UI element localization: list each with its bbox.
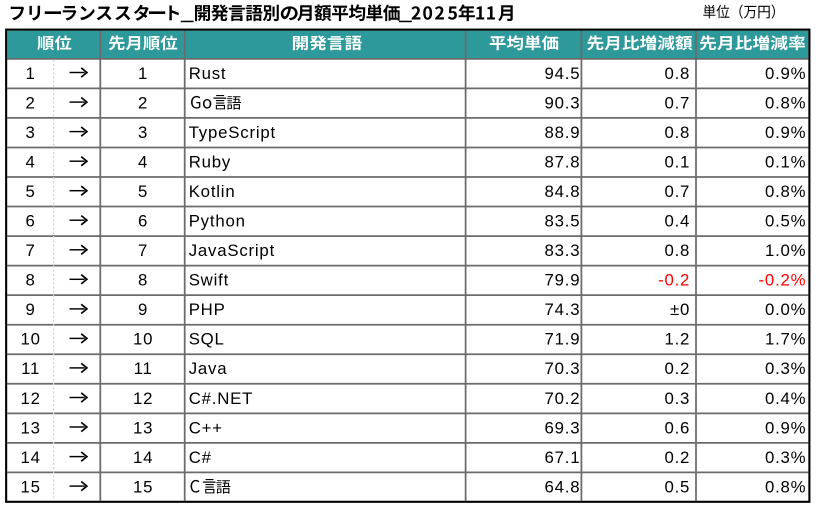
svg-text:79.9: 79.9 [545, 271, 581, 290]
svg-text:15: 15 [133, 477, 153, 496]
svg-text:1: 1 [138, 64, 148, 83]
svg-text:C#.NET: C#.NET [189, 389, 253, 408]
svg-text:0.9%: 0.9% [765, 123, 806, 142]
svg-text:0.9%: 0.9% [765, 418, 806, 437]
svg-text:1.2: 1.2 [664, 330, 690, 349]
svg-text:±0: ±0 [670, 300, 690, 319]
svg-text:Python: Python [189, 212, 246, 231]
svg-text:Kotlin: Kotlin [189, 182, 236, 201]
svg-text:PHP: PHP [189, 300, 226, 319]
svg-text:12: 12 [133, 389, 153, 408]
svg-text:3: 3 [138, 123, 148, 142]
svg-text:0.1%: 0.1% [765, 153, 806, 172]
svg-text:69.3: 69.3 [545, 418, 581, 437]
svg-text:70.3: 70.3 [545, 359, 581, 378]
svg-text:10: 10 [133, 330, 153, 349]
svg-text:64.8: 64.8 [545, 477, 581, 496]
svg-text:C#: C# [189, 448, 212, 467]
svg-text:8: 8 [138, 271, 148, 290]
svg-text:SQL: SQL [189, 330, 225, 349]
svg-text:70.2: 70.2 [545, 389, 581, 408]
svg-text:0.5%: 0.5% [765, 212, 806, 231]
svg-text:0.5: 0.5 [664, 477, 690, 496]
svg-text:11: 11 [134, 359, 153, 378]
svg-text:1: 1 [26, 64, 36, 83]
svg-text:0.8%: 0.8% [765, 182, 806, 201]
svg-text:0.1: 0.1 [664, 153, 690, 172]
svg-text:0.8: 0.8 [664, 123, 690, 142]
svg-text:TypeScript: TypeScript [189, 123, 276, 142]
svg-text:74.3: 74.3 [545, 300, 581, 319]
svg-text:12: 12 [20, 389, 40, 408]
svg-text:0.8%: 0.8% [765, 477, 806, 496]
svg-text:6: 6 [138, 212, 148, 231]
svg-text:8: 8 [26, 271, 36, 290]
svg-text:7: 7 [138, 241, 148, 260]
svg-text:-0.2%: -0.2% [759, 271, 807, 290]
svg-text:0.7: 0.7 [664, 182, 690, 201]
svg-text:6: 6 [26, 212, 36, 231]
svg-text:0.6: 0.6 [664, 418, 690, 437]
svg-text:0.9%: 0.9% [765, 64, 806, 83]
svg-text:13: 13 [20, 418, 40, 437]
svg-text:94.5: 94.5 [545, 64, 581, 83]
svg-text:67.1: 67.1 [545, 448, 581, 467]
svg-text:90.3: 90.3 [545, 93, 581, 112]
svg-text:14: 14 [133, 448, 153, 467]
svg-text:Rust: Rust [189, 64, 227, 83]
svg-text:0.3: 0.3 [664, 389, 690, 408]
svg-text:0.0%: 0.0% [765, 300, 806, 319]
svg-text:-0.2: -0.2 [658, 271, 690, 290]
svg-text:Java: Java [189, 359, 228, 378]
svg-text:JavaScript: JavaScript [189, 241, 275, 260]
svg-text:5: 5 [138, 182, 148, 201]
svg-text:9: 9 [138, 300, 148, 319]
svg-text:Ruby: Ruby [189, 153, 231, 172]
svg-text:0.8%: 0.8% [765, 93, 806, 112]
svg-text:0.3%: 0.3% [765, 359, 806, 378]
svg-text:0.2: 0.2 [664, 359, 690, 378]
svg-text:84.8: 84.8 [545, 182, 581, 201]
svg-text:9: 9 [26, 300, 36, 319]
svg-text:15: 15 [20, 477, 40, 496]
svg-text:0.4: 0.4 [664, 212, 690, 231]
svg-text:14: 14 [20, 448, 40, 467]
svg-text:13: 13 [133, 418, 153, 437]
svg-text:88.9: 88.9 [545, 123, 581, 142]
svg-text:C++: C++ [189, 418, 223, 437]
svg-text:0.3%: 0.3% [765, 448, 806, 467]
svg-text:87.8: 87.8 [545, 153, 581, 172]
svg-text:83.3: 83.3 [545, 241, 581, 260]
svg-text:0.2: 0.2 [664, 448, 690, 467]
svg-text:3: 3 [26, 123, 36, 142]
svg-text:2: 2 [26, 93, 36, 112]
svg-text:0.4%: 0.4% [765, 389, 806, 408]
svg-text:83.5: 83.5 [545, 212, 581, 231]
svg-text:11: 11 [21, 359, 40, 378]
svg-text:71.9: 71.9 [545, 330, 581, 349]
svg-text:2: 2 [138, 93, 148, 112]
svg-text:1.0%: 1.0% [765, 241, 806, 260]
svg-text:5: 5 [26, 182, 36, 201]
svg-text:4: 4 [26, 153, 36, 172]
svg-text:10: 10 [20, 330, 40, 349]
svg-text:0.8: 0.8 [664, 241, 690, 260]
svg-text:4: 4 [138, 153, 148, 172]
svg-text:0.7: 0.7 [664, 93, 690, 112]
svg-text:7: 7 [26, 241, 36, 260]
svg-text:Swift: Swift [189, 271, 229, 290]
svg-text:1.7%: 1.7% [765, 330, 806, 349]
svg-text:0.8: 0.8 [664, 64, 690, 83]
